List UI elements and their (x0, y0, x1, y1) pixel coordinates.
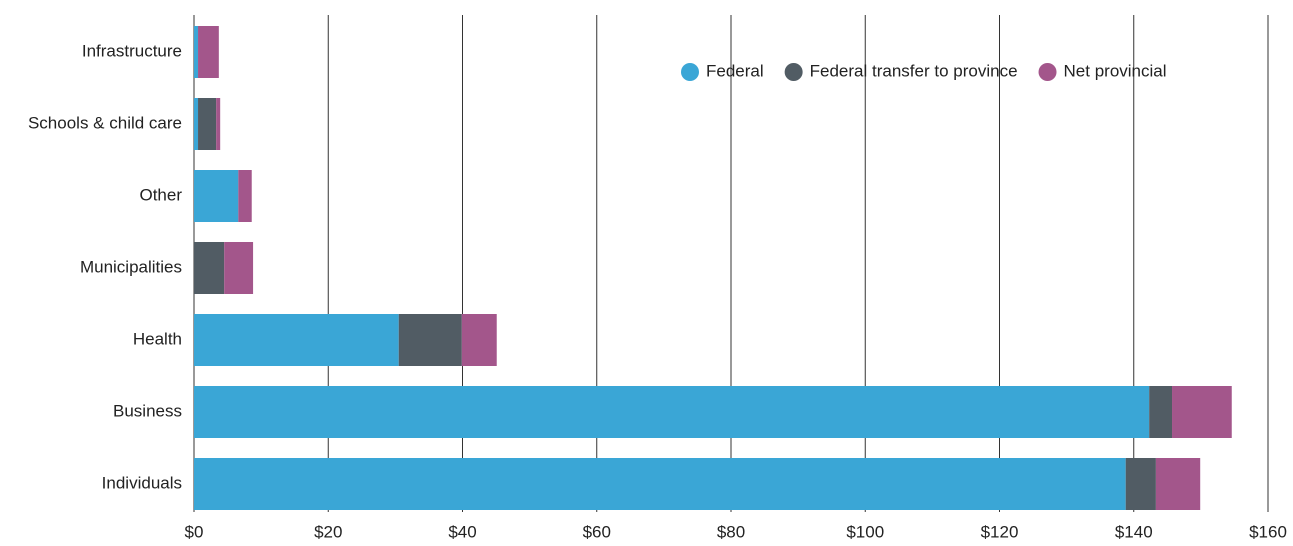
x-tick-label: $40 (448, 522, 476, 541)
y-tick-label: Schools & child care (28, 113, 182, 132)
bar-segment (194, 386, 1150, 438)
bar-segment (194, 26, 199, 78)
bar-segment (198, 98, 217, 150)
y-tick-label: Other (139, 185, 182, 204)
legend-label: Net provincial (1064, 61, 1167, 80)
bar-segment (194, 314, 399, 366)
y-tick-label: Health (133, 329, 182, 348)
legend-swatch (1038, 63, 1057, 81)
bar-segment (194, 170, 239, 222)
legend: Federal Federal transfer to province Net p… (681, 61, 1167, 81)
x-tick-label: $60 (583, 522, 611, 541)
bar-segment (194, 458, 1126, 510)
grid (193, 15, 1269, 512)
legend-swatch (681, 63, 699, 81)
bar-segment (1149, 386, 1173, 438)
y-tick-label: Infrastructure (82, 41, 182, 60)
bar-segment (194, 242, 225, 294)
legend-label: Federal (706, 61, 764, 80)
bar-segment (198, 26, 219, 78)
legend-swatch (784, 63, 803, 81)
y-tick-label: Municipalities (80, 257, 182, 276)
y-tick-label: Business (113, 401, 182, 420)
x-tick-label: $20 (314, 522, 342, 541)
x-tick-label: $0 (185, 522, 204, 541)
bar-segment (1172, 386, 1232, 438)
legend-label: Federal transfer to province (810, 61, 1018, 80)
x-tick-label: $100 (846, 522, 884, 541)
x-tick-label: $120 (981, 522, 1019, 541)
bar-segment (398, 314, 462, 366)
bar-segment (1155, 458, 1201, 510)
bar-segment (1125, 458, 1156, 510)
bar-segment (238, 170, 252, 222)
bar-segment (224, 242, 254, 294)
x-tick-label: $160 (1249, 522, 1287, 541)
bar-segment (216, 98, 221, 150)
x-tick-label: $80 (717, 522, 745, 541)
bar-segment (461, 314, 497, 366)
bar-segment (194, 98, 199, 150)
x-tick-label: $140 (1115, 522, 1153, 541)
y-tick-label: Individuals (102, 473, 182, 492)
